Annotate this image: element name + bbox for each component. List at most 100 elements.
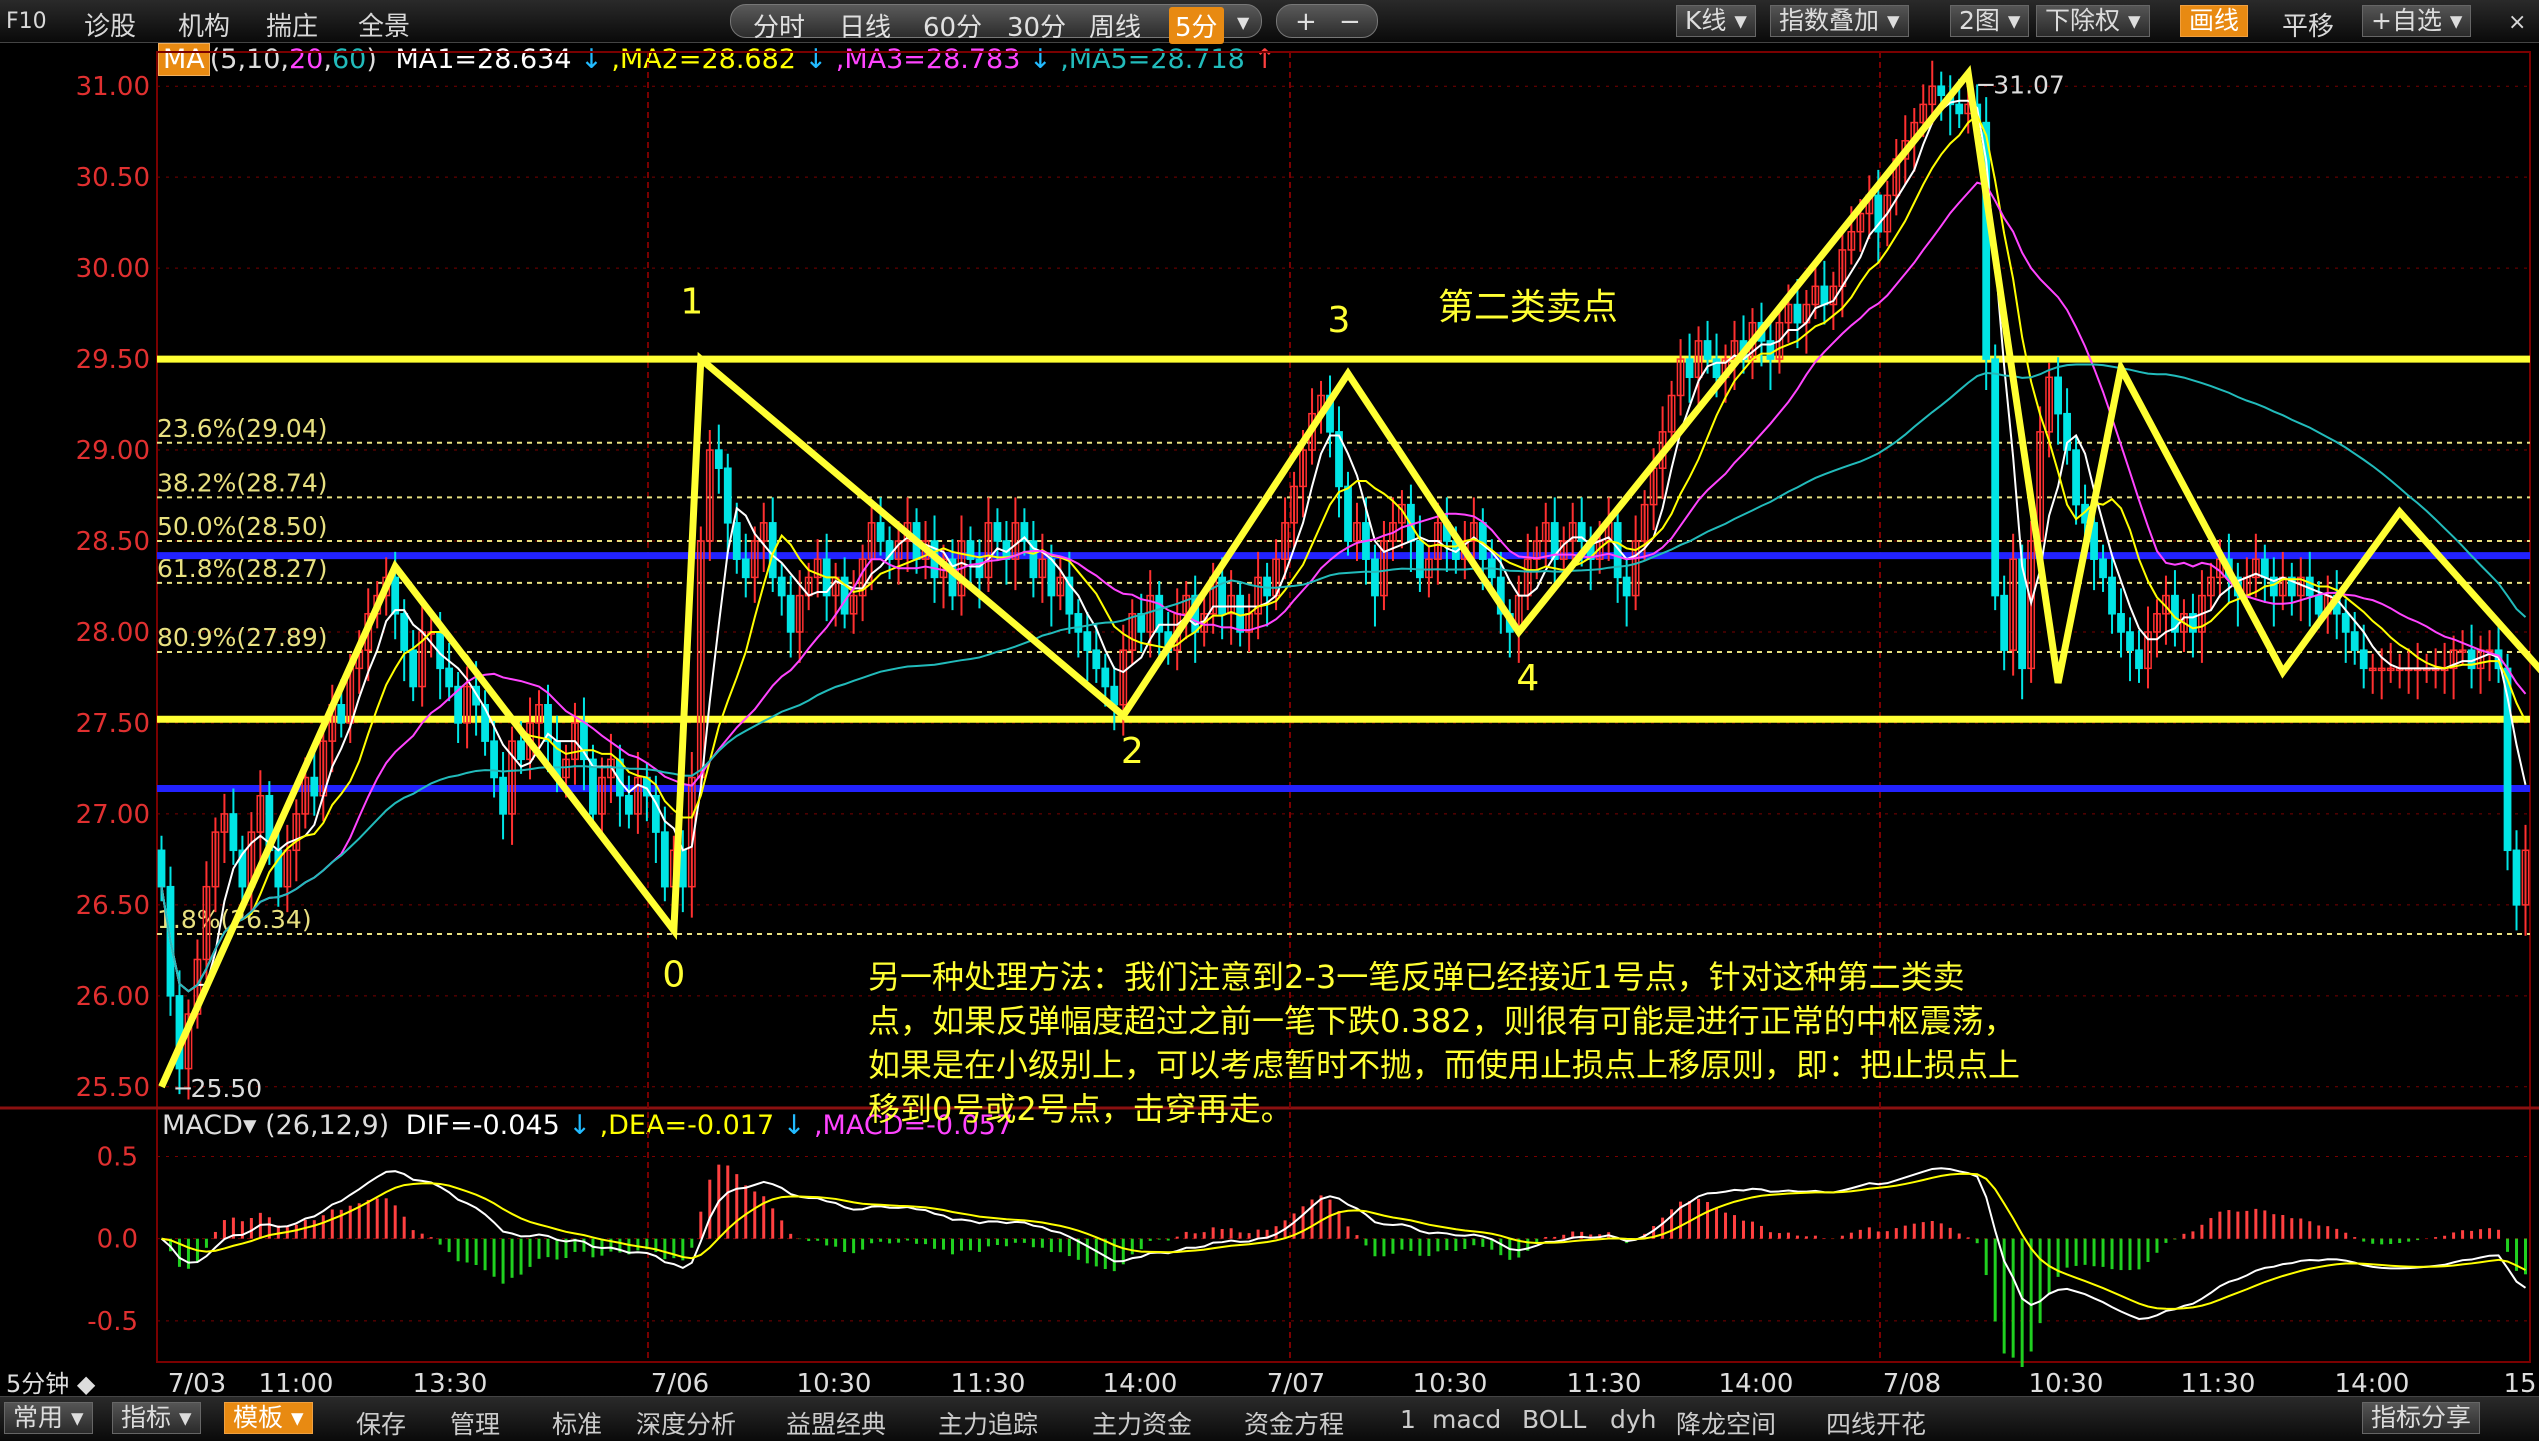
candle-body <box>660 831 669 888</box>
tab-5min[interactable]: 5分 <box>1169 7 1224 44</box>
index-overlay-button[interactable]: 指数叠加 ▾ <box>1770 5 1909 37</box>
toolbar-institution[interactable]: 机构 <box>178 12 231 42</box>
candle-body <box>481 704 489 742</box>
macd-axis-label: 0.0 <box>97 1225 138 1255</box>
tab-macd[interactable]: macd <box>1432 1405 1502 1434</box>
candle-body <box>2153 613 2161 633</box>
low-marker: ─25.50 <box>174 1074 262 1103</box>
price-axis-label: 25.50 <box>76 1073 150 1103</box>
candle-body <box>2117 613 2125 633</box>
candle-body <box>732 522 741 560</box>
tab-1[interactable]: 1 <box>1400 1405 1416 1434</box>
candle-body <box>885 540 894 560</box>
candle-body <box>2090 522 2098 560</box>
candle-body <box>1074 613 1083 633</box>
tab-main-tracking[interactable]: 主力追踪 <box>938 1410 1039 1439</box>
tab-60min[interactable]: 60分 <box>923 13 983 43</box>
candle-body <box>2144 631 2152 670</box>
toolbar-f10[interactable]: F10 <box>6 9 47 34</box>
time-axis-label: 11:30 <box>1567 1369 1642 1396</box>
tab-dragon-space[interactable]: 降龙空间 <box>1676 1410 1777 1439</box>
tab-standard[interactable]: 标准 <box>552 1410 603 1439</box>
tab-yimeng-classic[interactable]: 益盟经典 <box>786 1410 887 1439</box>
candle-body <box>202 885 211 961</box>
zigzag-line <box>158 65 2539 1089</box>
candle-body <box>391 576 400 615</box>
close-icon[interactable]: × <box>2508 10 2527 35</box>
price-axis-label: 27.50 <box>76 709 150 739</box>
macd-axis-label: -0.5 <box>87 1307 138 1337</box>
zoom-in-button[interactable]: + <box>1295 7 1317 37</box>
two-charts-button[interactable]: 2图 ▾ <box>1950 5 2030 37</box>
tab-weekly[interactable]: 周线 <box>1089 13 1142 43</box>
template-button[interactable]: 模板 ▾ <box>224 1402 313 1434</box>
tab-four-lines[interactable]: 四线开花 <box>1826 1410 1927 1439</box>
candle-body <box>1254 576 1263 615</box>
time-axis-label: 7/08 <box>1883 1369 1941 1396</box>
tab-depth-analysis[interactable]: 深度分析 <box>636 1410 737 1439</box>
kline-button[interactable]: K线 ▾ <box>1676 5 1756 37</box>
tab-boll[interactable]: BOLL <box>1522 1405 1587 1434</box>
candle-body <box>2126 631 2134 651</box>
candle-body <box>1685 358 1694 379</box>
candle-body <box>1676 358 1685 397</box>
macd-legend: MACD▾ (26,12,9) DIF=-0.045 ↓ ,DEA=-0.017… <box>162 1110 1014 1141</box>
save-button[interactable]: 保存 <box>356 1410 407 1439</box>
candle-body <box>1281 522 1289 560</box>
price-axis-label: 28.00 <box>76 618 150 648</box>
wave-label: 0 <box>662 955 685 996</box>
candle-body <box>1856 212 1865 233</box>
tab-fund-equation[interactable]: 资金方程 <box>1244 1410 1345 1439</box>
share-indicator-button[interactable]: 指标分享 <box>2362 1402 2481 1434</box>
candle-body <box>2359 649 2368 670</box>
ma-indicator-dropdown[interactable]: MA <box>158 43 210 76</box>
indicator-button[interactable]: 指标 ▾ <box>112 1402 201 1434</box>
tab-main-funds[interactable]: 主力资金 <box>1092 1410 1193 1439</box>
candle-body <box>1937 85 1946 97</box>
add-watchlist-button[interactable]: +自选 ▾ <box>2362 5 2472 37</box>
tab-timeshare[interactable]: 分时 <box>753 13 806 43</box>
ma5-line <box>160 99 2527 993</box>
time-axis-label: 7/07 <box>1267 1369 1325 1396</box>
price-axis-label: 29.50 <box>76 345 150 375</box>
candle-body <box>499 776 507 815</box>
candle-body <box>2207 576 2215 597</box>
common-button[interactable]: 常用 ▾ <box>4 1402 93 1434</box>
candle-body <box>1290 485 1298 524</box>
dea-value: ,DEA=-0.017 <box>599 1110 775 1141</box>
bottom-toolbar: 常用 ▾ 指标 ▾ 模板 ▾ 保存 管理 标准 深度分析 益盟经典 主力追踪 主… <box>0 1396 2539 1441</box>
candle-body <box>2135 649 2143 670</box>
period-dropdown-icon[interactable]: ▼ <box>1237 13 1250 32</box>
draw-line-button[interactable]: 画线 <box>2180 5 2249 37</box>
macd-params: (26,12,9) <box>265 1110 390 1141</box>
tab-daily[interactable]: 日线 <box>839 13 892 43</box>
candle-body <box>1793 303 1802 324</box>
dif-line <box>160 1167 2527 1320</box>
candle-body <box>2287 576 2296 597</box>
time-axis-label: 10:30 <box>1413 1369 1488 1396</box>
index-overlay-label: 指数叠加 <box>1779 6 1880 35</box>
ma3-value: ,MA3=28.783 <box>835 44 1021 75</box>
candle-body <box>2521 849 2530 906</box>
macd-indicator-dropdown[interactable]: MACD <box>162 1110 243 1141</box>
candle-body <box>238 849 247 888</box>
toolbar-dealer[interactable]: 揣庄 <box>266 12 319 42</box>
kline-chart[interactable]: 31.0030.5030.0029.5029.0028.5028.0027.50… <box>0 0 2539 1396</box>
toolbar-diagnose[interactable]: 诊股 <box>84 12 137 42</box>
pan-button[interactable]: 平移 <box>2282 12 2335 42</box>
tab-dyh[interactable]: dyh <box>1610 1405 1657 1434</box>
indicator-label: 指标 <box>121 1403 172 1432</box>
zoom-out-button[interactable]: − <box>1339 7 1361 37</box>
ex-rights-button[interactable]: 下除权 ▾ <box>2036 5 2150 37</box>
candle-body <box>283 849 292 888</box>
manage-button[interactable]: 管理 <box>450 1410 501 1439</box>
candles-group <box>157 60 2530 1100</box>
candle-body <box>2054 376 2062 415</box>
candle-body <box>1955 103 1964 115</box>
candle-body <box>1874 194 1883 233</box>
candle-body <box>2341 613 2350 633</box>
tab-30min[interactable]: 30分 <box>1007 13 1067 43</box>
candle-body <box>768 522 777 579</box>
toolbar-panorama[interactable]: 全景 <box>358 12 411 42</box>
macd-axis-label: 0.5 <box>97 1142 138 1172</box>
